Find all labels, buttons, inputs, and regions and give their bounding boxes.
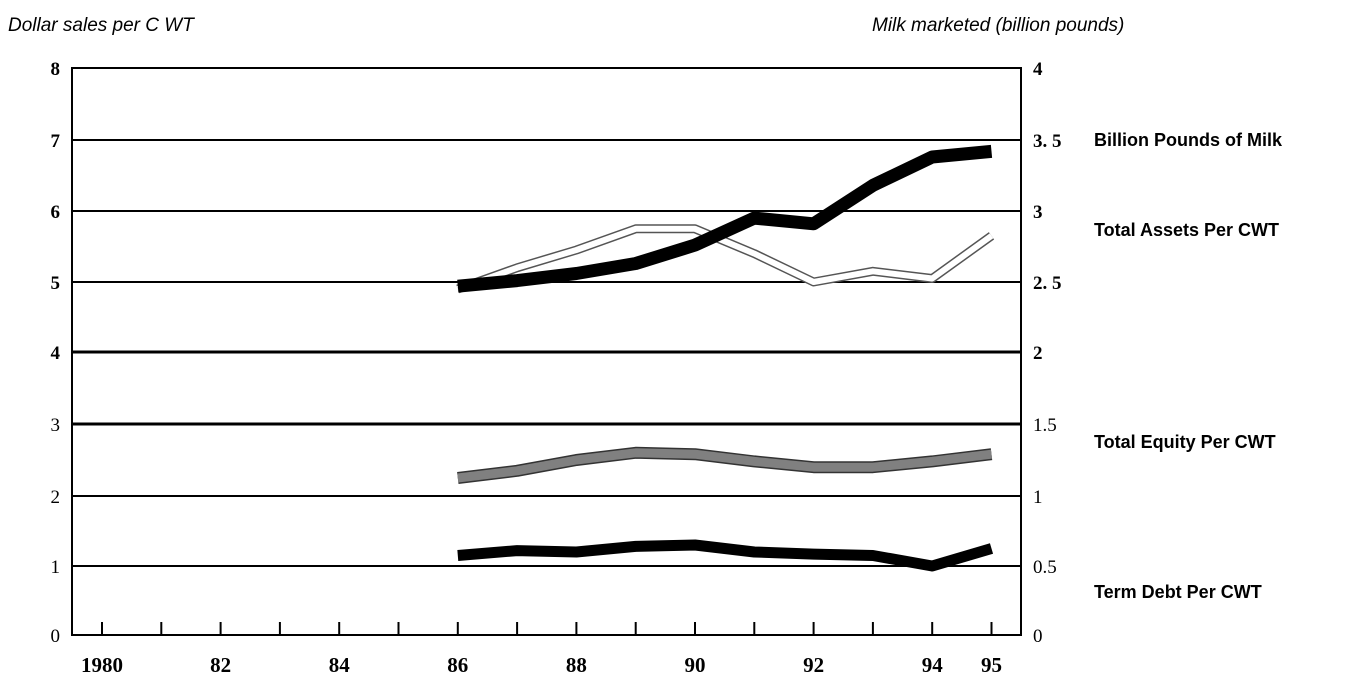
left-tick-label: 5 — [51, 273, 61, 294]
series-label-total-assets: Total Assets Per CWT — [1094, 220, 1280, 240]
right-tick-label: 3. 5 — [1033, 131, 1062, 152]
series-line-billion-pounds-milk — [457, 144, 993, 293]
x-tick-label: 84 — [329, 653, 351, 677]
series-label-term-debt: Term Debt Per CWT — [1094, 582, 1262, 602]
x-tick-label: 88 — [566, 653, 587, 677]
right-tick-label: 0.5 — [1033, 557, 1057, 578]
left-tick-label: 1 — [51, 557, 61, 578]
x-tick-label: 86 — [447, 653, 468, 677]
right-tick-label: 1.5 — [1033, 415, 1057, 436]
right-tick-label: 3 — [1033, 202, 1043, 223]
right-tick-label: 4 — [1033, 59, 1043, 80]
left-tick-label: 8 — [51, 59, 61, 80]
right-tick-label: 0 — [1033, 626, 1043, 647]
x-tick-label: 1980 — [81, 653, 123, 677]
left-tick-label: 4 — [51, 343, 61, 364]
series-label-total-equity: Total Equity Per CWT — [1094, 432, 1276, 452]
left-tick-label: 2 — [51, 487, 61, 508]
right-tick-label: 1 — [1033, 487, 1043, 508]
x-tick-label: 94 — [922, 653, 944, 677]
left-tick-label: 7 — [51, 131, 61, 152]
right-tick-label: 2 — [1033, 343, 1043, 364]
series-label-milk: Billion Pounds of Milk — [1094, 130, 1282, 150]
left-tick-label: 0 — [51, 626, 61, 647]
x-tick-label: 95 — [981, 653, 1002, 677]
x-tick-label: 82 — [210, 653, 231, 677]
series-line-total-assets — [456, 225, 994, 292]
left-tick-label: 6 — [51, 202, 61, 223]
series-line-term-debt — [457, 539, 994, 572]
x-tick-label: 92 — [803, 653, 824, 677]
series-line-total-equity — [457, 448, 993, 483]
left-axis-title: Dollar sales per C WT — [8, 15, 194, 36]
x-tick-label: 90 — [685, 653, 706, 677]
left-tick-label: 3 — [51, 415, 61, 436]
right-axis-title: Milk marketed (billion pounds) — [872, 15, 1125, 36]
right-tick-label: 2. 5 — [1033, 273, 1062, 294]
